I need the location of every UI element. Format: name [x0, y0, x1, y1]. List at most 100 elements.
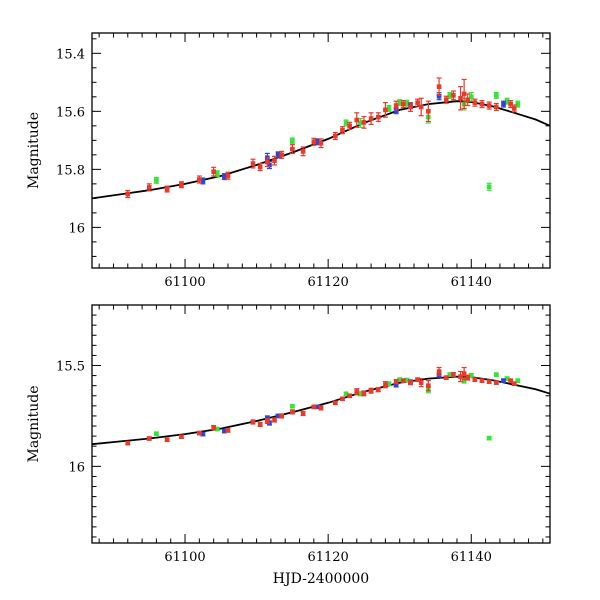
data-point-red — [164, 186, 170, 192]
data-point-red — [125, 440, 131, 446]
data-point-blue — [501, 378, 506, 383]
data-point-red — [340, 396, 345, 402]
x-tick-label: 61100 — [164, 275, 205, 290]
data-point-green — [447, 372, 453, 377]
data-point-red — [318, 405, 324, 411]
plot-frame — [91, 32, 551, 269]
data-point-red — [426, 109, 431, 114]
y-tick-label: 15.8 — [56, 163, 85, 178]
data-point-green — [386, 106, 392, 111]
data-point-green — [486, 435, 492, 441]
data-point-green — [504, 376, 510, 381]
bottom-panel: 61100 61120 61140 15.5 16 Magnitude HJD-240000… — [26, 304, 551, 587]
data-point-red — [508, 378, 513, 383]
data-point-green — [214, 426, 220, 432]
x-axis-label: HJD-2400000 — [273, 571, 369, 587]
data-point-red — [479, 101, 485, 107]
data-point-green — [154, 431, 159, 436]
data-point-red — [361, 391, 367, 396]
data-point-red — [400, 378, 406, 383]
data-point-green — [290, 403, 295, 409]
data-point-red — [393, 379, 399, 384]
data-point-red — [415, 377, 420, 382]
data-point-red — [279, 152, 284, 158]
data-point-red — [318, 140, 324, 146]
data-point-red — [443, 375, 449, 380]
data-point-red — [347, 393, 352, 399]
data-point-red — [333, 400, 338, 406]
data-point-green — [515, 101, 521, 107]
data-point-red — [211, 425, 216, 430]
data-point-red — [451, 93, 456, 98]
y-tick-label: 16 — [68, 221, 85, 236]
data-point-red — [375, 387, 381, 393]
data-point-green — [494, 93, 499, 98]
data-point-red — [393, 103, 399, 108]
data-point-blue — [267, 162, 272, 168]
data-point-blue — [200, 178, 206, 184]
data-point-red — [290, 409, 295, 415]
data-point-blue — [436, 93, 442, 99]
data-point-red — [458, 95, 463, 101]
data-point-red — [511, 381, 517, 386]
data-point-red — [472, 100, 478, 105]
data-point-green — [461, 378, 467, 383]
y-tick-label: 15.6 — [56, 105, 85, 120]
data-point-red — [465, 97, 471, 103]
y-tick-label: 16 — [68, 460, 85, 475]
data-point-red — [300, 149, 306, 154]
data-point-blue — [265, 415, 270, 421]
data-point-red — [368, 388, 374, 394]
data-point-red — [265, 418, 270, 424]
x-tick-label: 61120 — [307, 275, 348, 290]
data-point-red — [361, 120, 367, 125]
data-point-green — [290, 138, 295, 144]
data-point-blue — [315, 139, 320, 145]
data-point-red — [125, 191, 131, 197]
data-point-red — [311, 139, 317, 145]
data-point-red — [418, 104, 424, 110]
y-axis-label: Magnitude — [26, 112, 42, 189]
data-point-red — [347, 123, 352, 129]
data-point-red — [340, 127, 345, 133]
data-point-green — [486, 184, 492, 190]
data-point-red — [383, 107, 388, 113]
x-tick-label: 61100 — [164, 550, 205, 565]
data-point-red — [494, 380, 499, 385]
data-point-green — [343, 120, 349, 126]
data-point-red — [250, 419, 256, 425]
data-point-blue — [393, 108, 399, 114]
data-point-red — [408, 380, 413, 385]
data-point-red — [211, 169, 216, 174]
data-point-red — [461, 371, 467, 376]
data-point-red — [408, 104, 413, 110]
data-point-red — [272, 158, 277, 163]
data-point-red — [197, 177, 202, 182]
data-point-red — [272, 417, 277, 423]
data-point-red — [179, 434, 184, 440]
data-point-blue — [501, 101, 506, 107]
data-point-green — [494, 372, 499, 377]
data-point-red — [400, 101, 406, 107]
data-point-red — [333, 133, 338, 139]
data-point-red — [451, 372, 456, 377]
data-point-red — [368, 116, 374, 121]
data-point-green — [468, 94, 474, 100]
data-point-green — [404, 377, 410, 383]
data-point-red — [436, 84, 442, 89]
data-point-red — [257, 422, 263, 427]
y-tick-label: 15.5 — [56, 360, 85, 375]
data-point-blue — [275, 152, 281, 158]
data-point-blue — [222, 428, 227, 434]
data-point-red — [311, 404, 317, 410]
data-point-red — [436, 369, 442, 374]
data-point-red — [443, 97, 449, 103]
data-point-green — [214, 171, 220, 177]
plot-frame — [91, 304, 551, 544]
data-point-green — [447, 93, 453, 98]
data-point-green — [515, 378, 521, 383]
data-point-red — [354, 117, 360, 123]
x-tick-label: 61120 — [307, 550, 348, 565]
data-point-green — [397, 100, 403, 105]
data-point-red — [472, 377, 478, 382]
